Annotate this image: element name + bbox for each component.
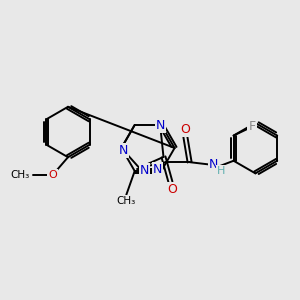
Text: O: O [181,124,190,136]
Text: N: N [209,158,218,172]
Text: N: N [119,143,128,157]
Text: F: F [248,120,256,133]
Text: H: H [217,166,226,176]
Text: O: O [168,183,177,196]
Text: CH₃: CH₃ [11,169,30,180]
Text: O: O [48,169,57,180]
Text: CH₃: CH₃ [117,196,136,206]
Text: N: N [156,119,165,132]
Text: N: N [153,163,162,176]
Text: N: N [140,164,149,177]
